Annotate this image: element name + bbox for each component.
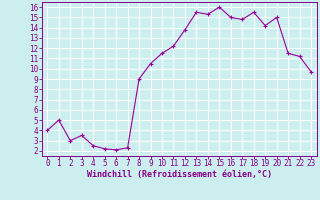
X-axis label: Windchill (Refroidissement éolien,°C): Windchill (Refroidissement éolien,°C) bbox=[87, 170, 272, 179]
